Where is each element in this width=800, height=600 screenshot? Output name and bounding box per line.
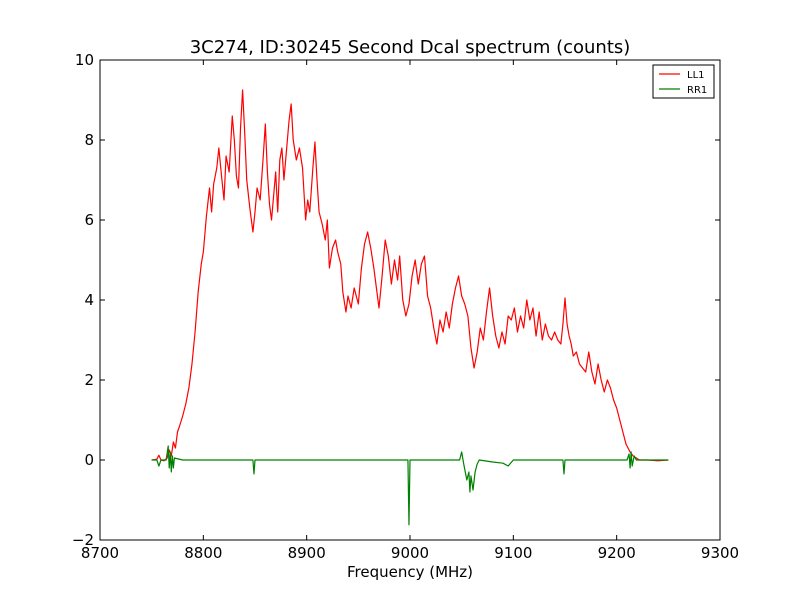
y-tick-label: 2 bbox=[84, 371, 94, 389]
plot-area: 8700 8800 8900 9000 9100 9200 9300 −2 0 2 4 6 8 10 bbox=[72, 51, 739, 562]
legend: LL1 RR1 bbox=[652, 64, 715, 99]
x-axis-label: Frequency (MHz) bbox=[347, 563, 473, 581]
x-tick-label: 9300 bbox=[701, 544, 739, 562]
y-tick-label: 0 bbox=[84, 451, 94, 469]
ticks-layer: 8700 8800 8900 9000 9100 9200 9300 −2 0 2 4 6 8 10 bbox=[72, 51, 739, 562]
x-tick-label: 8700 bbox=[81, 544, 119, 562]
chart-title: 3C274, ID:30245 Second Dcal spectrum (co… bbox=[190, 37, 631, 58]
y-tick-label: 8 bbox=[84, 131, 94, 149]
y-tick-label: −2 bbox=[72, 531, 94, 549]
y-tick-label: 6 bbox=[84, 211, 94, 229]
x-tick-label: 9000 bbox=[391, 544, 429, 562]
series-line-ll1 bbox=[151, 89, 669, 462]
x-tick-label: 9100 bbox=[494, 544, 532, 562]
y-tick-label: 10 bbox=[75, 51, 94, 69]
series-line-rr1 bbox=[151, 445, 669, 526]
x-tick-label: 8900 bbox=[288, 544, 326, 562]
legend-box bbox=[652, 64, 715, 99]
legend-label-rr1: RR1 bbox=[687, 85, 707, 96]
x-tick-label: 9200 bbox=[598, 544, 636, 562]
x-tick-label: 8800 bbox=[184, 544, 222, 562]
legend-label-ll1: LL1 bbox=[687, 70, 705, 81]
series-layer bbox=[151, 89, 669, 526]
y-tick-label: 4 bbox=[84, 291, 94, 309]
